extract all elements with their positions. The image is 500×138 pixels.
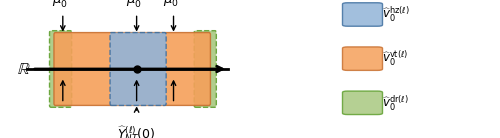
Text: $\mu_0^{\mathrm{vt}}$: $\mu_0^{\mathrm{vt}}$	[164, 0, 184, 10]
Text: $\widehat{v}_0^{\mathrm{dr}(\ell)}$: $\widehat{v}_0^{\mathrm{dr}(\ell)}$	[382, 93, 409, 113]
Text: $\widehat{Y}_{NT}^{(\ell)}(0)$: $\widehat{Y}_{NT}^{(\ell)}(0)$	[118, 125, 156, 138]
Text: $\widehat{v}_0^{\mathrm{vt}(\ell)}$: $\widehat{v}_0^{\mathrm{vt}(\ell)}$	[382, 49, 409, 68]
Text: $\mu_0^{\mathrm{hz}}$: $\mu_0^{\mathrm{hz}}$	[126, 0, 148, 10]
Text: $\widehat{v}_0^{\mathrm{hz}(\ell)}$: $\widehat{v}_0^{\mathrm{hz}(\ell)}$	[382, 5, 410, 24]
Text: $\mu_0^{\mathrm{dr}}$: $\mu_0^{\mathrm{dr}}$	[52, 0, 74, 10]
FancyBboxPatch shape	[110, 33, 166, 105]
Text: $\mathbb{R}$: $\mathbb{R}$	[17, 60, 30, 78]
FancyBboxPatch shape	[194, 31, 216, 107]
FancyBboxPatch shape	[54, 33, 210, 105]
FancyBboxPatch shape	[50, 31, 72, 107]
